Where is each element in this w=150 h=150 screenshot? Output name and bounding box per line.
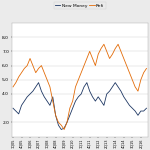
Refi — [46, 79, 48, 81]
Refi — [129, 72, 130, 74]
Line: Refi: Refi — [13, 44, 147, 129]
New Money — [43, 96, 45, 98]
Refi — [40, 65, 42, 66]
New Money — [12, 107, 14, 109]
New Money — [114, 82, 116, 84]
Refi — [89, 50, 91, 52]
New Money — [72, 107, 74, 109]
New Money — [35, 86, 37, 88]
Refi — [69, 107, 71, 109]
New Money — [111, 86, 113, 88]
New Money — [143, 110, 145, 112]
New Money — [140, 110, 142, 112]
Refi — [52, 100, 54, 102]
New Money — [94, 100, 96, 102]
Refi — [63, 129, 65, 130]
New Money — [123, 96, 125, 98]
Refi — [97, 53, 99, 55]
New Money — [60, 129, 62, 130]
Refi — [137, 90, 139, 92]
New Money — [77, 96, 79, 98]
New Money — [131, 107, 133, 109]
Refi — [103, 43, 105, 45]
New Money — [80, 93, 82, 95]
New Money — [103, 104, 105, 106]
New Money — [75, 100, 76, 102]
Refi — [12, 86, 14, 88]
Refi — [92, 58, 93, 59]
Refi — [43, 72, 45, 74]
New Money — [83, 86, 85, 88]
New Money — [18, 113, 20, 115]
Refi — [29, 58, 31, 59]
Refi — [109, 58, 110, 59]
New Money — [100, 100, 102, 102]
New Money — [120, 90, 122, 92]
Refi — [55, 114, 57, 116]
New Money — [137, 114, 139, 116]
Refi — [100, 48, 102, 50]
Refi — [23, 68, 25, 69]
Refi — [32, 65, 34, 66]
Refi — [134, 86, 136, 88]
Refi — [15, 82, 17, 84]
Refi — [126, 65, 127, 66]
Refi — [143, 72, 145, 74]
New Money — [63, 127, 65, 129]
New Money — [146, 107, 147, 109]
New Money — [117, 86, 119, 88]
Refi — [80, 72, 82, 74]
New Money — [89, 90, 91, 92]
New Money — [26, 96, 28, 98]
Refi — [26, 65, 28, 66]
New Money — [46, 100, 48, 102]
Refi — [131, 79, 133, 81]
Refi — [38, 68, 39, 69]
New Money — [58, 124, 59, 126]
Refi — [114, 48, 116, 50]
New Money — [21, 104, 22, 106]
New Money — [106, 93, 108, 95]
Refi — [66, 122, 68, 123]
New Money — [92, 96, 93, 98]
Refi — [86, 58, 88, 59]
Refi — [123, 58, 125, 59]
New Money — [32, 90, 34, 92]
Refi — [146, 68, 147, 69]
New Money — [109, 90, 110, 92]
New Money — [23, 100, 25, 102]
New Money — [49, 104, 51, 106]
New Money — [29, 93, 31, 95]
New Money — [129, 104, 130, 106]
New Money — [55, 114, 57, 116]
Refi — [120, 50, 122, 52]
Refi — [94, 65, 96, 66]
Refi — [21, 72, 22, 74]
Line: New Money: New Money — [13, 83, 147, 129]
Refi — [83, 65, 85, 66]
Refi — [111, 53, 113, 55]
New Money — [86, 82, 88, 84]
New Money — [134, 110, 136, 112]
Refi — [140, 79, 142, 81]
Refi — [117, 43, 119, 45]
Refi — [49, 86, 51, 88]
New Money — [38, 82, 39, 84]
New Money — [126, 100, 127, 102]
New Money — [40, 90, 42, 92]
New Money — [66, 122, 68, 123]
Refi — [58, 122, 59, 123]
New Money — [52, 96, 54, 98]
New Money — [97, 96, 99, 98]
Legend: New Money, Refi: New Money, Refi — [54, 2, 106, 9]
Refi — [106, 50, 108, 52]
Refi — [60, 124, 62, 126]
Refi — [18, 76, 20, 78]
Refi — [75, 86, 76, 88]
Refi — [72, 100, 74, 102]
New Money — [69, 114, 71, 116]
Refi — [77, 79, 79, 81]
New Money — [15, 110, 17, 112]
Refi — [35, 72, 37, 74]
